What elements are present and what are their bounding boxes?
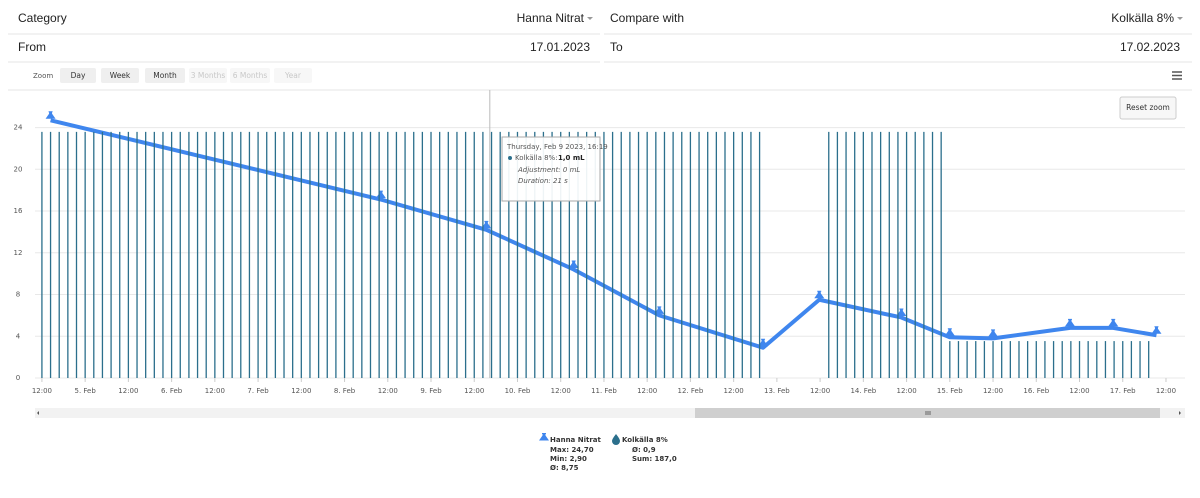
zoom-button[interactable]	[101, 68, 139, 83]
dropdown-arrow	[1177, 17, 1183, 20]
to-date[interactable]: 17.02.2023	[1120, 40, 1180, 54]
marker	[758, 338, 769, 347]
x-tick-label: 9. Feb	[420, 387, 442, 395]
zoom-button[interactable]	[145, 68, 185, 83]
marker	[988, 329, 999, 337]
x-tick-label: 15. Feb	[937, 387, 963, 395]
legend-stat: Ø: 8,75	[550, 464, 579, 472]
from-date[interactable]: 17.01.2023	[530, 40, 590, 54]
x-tick-label: 12:00	[205, 387, 225, 395]
legend-icon[interactable]	[539, 433, 549, 441]
x-tick-label: 16. Feb	[1023, 387, 1049, 395]
x-tick-label: 13. Feb	[764, 387, 790, 395]
zoom-button-text: 3 Months	[191, 71, 226, 80]
x-tick-label: 6. Feb	[161, 387, 183, 395]
x-tick-label: 12:00	[464, 387, 484, 395]
zoom-button-text: 6 Months	[233, 71, 268, 80]
to-label: To	[610, 40, 623, 54]
x-tick-label: 17. Feb	[1110, 387, 1136, 395]
marker	[1108, 318, 1119, 327]
marker	[1065, 318, 1075, 327]
x-tick-label: 12:00	[291, 387, 311, 395]
marker	[1151, 326, 1162, 334]
tooltip-dot	[508, 156, 512, 160]
tooltip-date: Thursday, Feb 9 2023, 16:19	[506, 143, 608, 151]
reset-zoom-button[interactable]	[1119, 96, 1177, 120]
y-tick-label: 16	[14, 207, 23, 215]
legend-label[interactable]: Hanna Nitrat	[550, 436, 601, 444]
legend-label[interactable]: Kolkälla 8%	[622, 436, 668, 444]
legend-stat: Ø: 0,9	[632, 446, 656, 454]
x-tick-label: 12:00	[551, 387, 571, 395]
x-tick-label: 12:00	[1069, 387, 1089, 395]
x-tick-label: 12:00	[118, 387, 138, 395]
dropdown-arrow	[587, 17, 593, 20]
reset-zoom-text: Reset zoom	[1126, 103, 1170, 112]
menu-icon[interactable]	[1172, 71, 1182, 80]
x-tick-label: 12:00	[810, 387, 830, 395]
marker	[375, 190, 386, 199]
y-tick-label: 8	[16, 291, 20, 299]
scrollbar-grip	[925, 411, 931, 415]
zoom-button[interactable]	[60, 68, 96, 83]
x-tick-label: 11. Feb	[591, 387, 617, 395]
compare-select[interactable]: Kolkälla 8%	[1111, 11, 1174, 25]
x-tick-label: 14. Feb	[850, 387, 876, 395]
x-tick-label: 7. Feb	[247, 387, 269, 395]
marker	[568, 260, 579, 268]
from-label: From	[18, 40, 46, 54]
x-tick-label: 12:00	[724, 387, 744, 395]
tooltip-line: Adjustment: 0 mL	[517, 166, 580, 174]
category-select[interactable]: Hanna Nitrat	[517, 11, 585, 25]
scrollbar-track[interactable]	[35, 408, 1185, 418]
x-tick-label: 12:00	[983, 387, 1003, 395]
marker	[45, 111, 56, 119]
zoom-label: Zoom	[33, 72, 53, 80]
tooltip-line: Duration: 21 s	[518, 177, 568, 185]
x-tick-label: 10. Feb	[505, 387, 531, 395]
y-tick-label: 24	[14, 124, 23, 132]
marker	[944, 328, 955, 336]
x-tick-label: 12. Feb	[678, 387, 704, 395]
zoom-buttons: Day Week Month 3 Months 6 Months Year	[60, 68, 312, 83]
zoom-button-text: Year	[284, 71, 302, 80]
series-line	[50, 118, 1157, 350]
zoom-button	[189, 68, 227, 83]
plot: 0 4 8 12 16 20 24 12:00 5. Feb 12:00 6. Feb 12:00 7.…	[8, 89, 1192, 395]
legend-icon[interactable]	[612, 434, 620, 445]
marker	[896, 308, 907, 316]
zoom-button-text: Week	[110, 71, 131, 80]
tooltip-box	[501, 136, 601, 202]
zoom-button-text: Day	[71, 71, 86, 80]
legend-stat: Max: 24,70	[550, 446, 594, 454]
marker	[654, 306, 665, 314]
y-tick-label: 4	[16, 332, 21, 340]
marker	[814, 290, 825, 299]
x-tick-label: 12:00	[637, 387, 657, 395]
zoom-button-text: Month	[153, 71, 177, 80]
x-tick-label: 12:00	[32, 387, 52, 395]
tooltip-value: 1,0 mL	[558, 154, 585, 162]
x-tick-label: 8. Feb	[334, 387, 356, 395]
tooltip-series: Kolkälla 8%:	[515, 154, 558, 162]
y-tick-label: 12	[14, 249, 23, 257]
x-tick-label: 12:00	[896, 387, 916, 395]
zoom-button	[230, 68, 270, 83]
marker	[481, 220, 492, 229]
x-tick-label: 5. Feb	[74, 387, 96, 395]
x-tick-label: 12:00	[1156, 387, 1176, 395]
legend-stat: Sum: 187,0	[632, 455, 677, 463]
y-tick-label: 0	[16, 374, 20, 382]
legend-stat: Min: 2,90	[550, 455, 587, 463]
zoom-button	[274, 68, 312, 83]
x-tick-label: 12:00	[378, 387, 398, 395]
y-tick-label: 20	[14, 165, 23, 173]
compare-label: Compare with	[610, 11, 684, 25]
category-label: Category	[18, 11, 67, 25]
